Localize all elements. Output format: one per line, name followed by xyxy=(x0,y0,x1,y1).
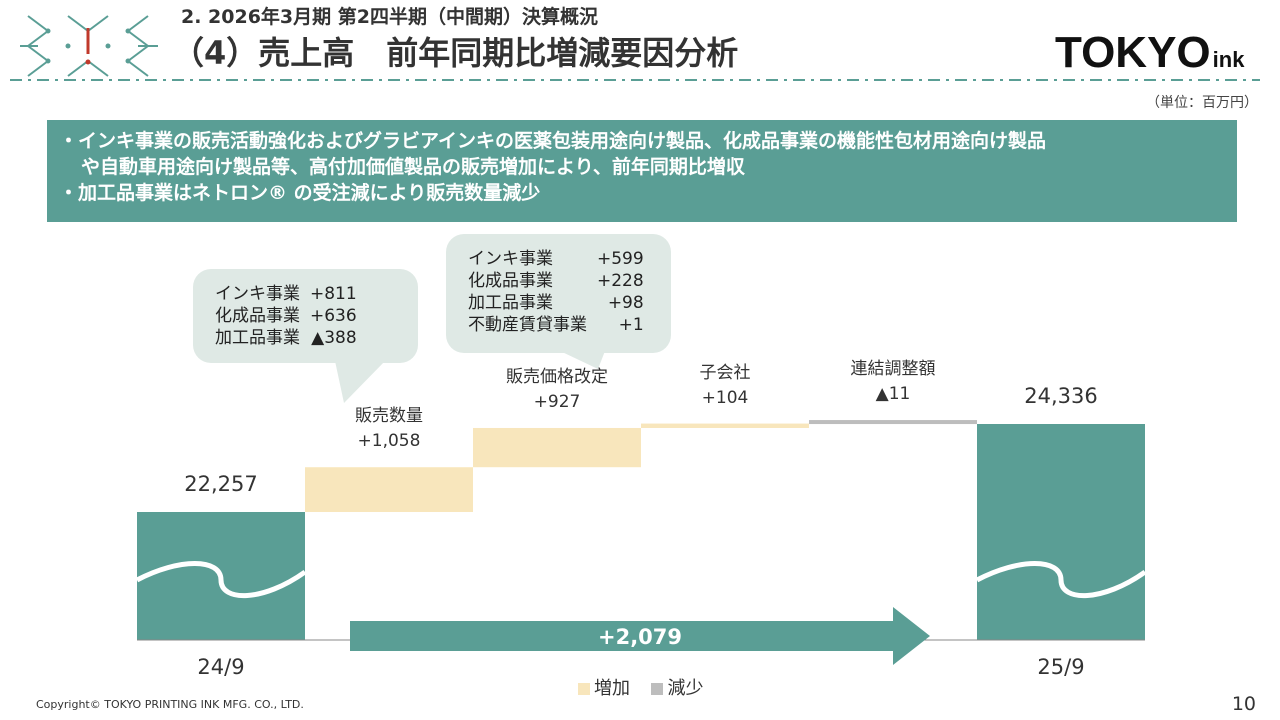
summary-line-1: ・インキ事業の販売活動強化およびグラビアインキの医薬包装用途向け製品、化成品事業… xyxy=(59,130,1047,152)
callout-segment-value: +636 xyxy=(310,306,357,326)
category-label: 子会社 xyxy=(699,362,751,383)
section-title: 2. 2026年3月期 第2四半期（中間期）決算概況 xyxy=(181,6,598,28)
brand-logo: TOKYOink xyxy=(1055,28,1244,78)
callout-segment-value: +811 xyxy=(310,284,357,304)
callout-price-tail xyxy=(560,351,605,369)
brand-main: TOKYO xyxy=(1055,28,1211,77)
callout-row: 加工品事業 ▲388 xyxy=(215,327,357,349)
legend-swatch-decrease xyxy=(651,683,664,695)
callout-segment-name: 加工品事業 xyxy=(468,293,553,313)
axis-break-wave xyxy=(135,561,307,599)
callout-segment-name: 化成品事業 xyxy=(468,271,553,291)
callout-segment-name: インキ事業 xyxy=(468,249,553,269)
callout-row: インキ事業 +599 xyxy=(468,248,644,270)
category-label: 25/9 xyxy=(1037,655,1085,679)
legend-label-increase: 増加 xyxy=(594,678,630,699)
callout-segment-name: 加工品事業 xyxy=(215,328,300,348)
bar-increase xyxy=(473,427,641,468)
unit-label: （単位：百万円） xyxy=(1146,95,1258,111)
category-label: 販売価格改定 xyxy=(506,366,608,387)
slide-title: （4）売上高 前年同期比増減要因分析 xyxy=(172,34,739,72)
callout-row: 化成品事業 +228 xyxy=(468,270,644,292)
category-label: 24/9 xyxy=(197,655,245,679)
callout-segment-value: +98 xyxy=(607,293,644,313)
callout-row: 化成品事業 +636 xyxy=(215,305,357,327)
callout-segment-value: ▲388 xyxy=(311,328,357,348)
summary-line-3: ・加工品事業はネトロン® の受注減により販売数量減少 xyxy=(59,182,541,204)
summary-box: ・インキ事業の販売活動強化およびグラビアインキの医薬包装用途向け製品、化成品事業… xyxy=(47,120,1237,222)
bar-total xyxy=(977,424,1145,640)
brand-sub: ink xyxy=(1212,47,1245,72)
summary-line-2: や自動車用途向け製品等、高付加価値製品の販売増加により、前年同期比増収 xyxy=(81,156,745,178)
total-change-label: +2,079 xyxy=(598,625,682,649)
callout-segment-name: 化成品事業 xyxy=(215,306,300,326)
axis-break-wave xyxy=(975,561,1147,599)
category-label: 販売数量 xyxy=(355,406,423,427)
header-divider xyxy=(10,79,1260,81)
callout-segment-name: 不動産賃貸事業 xyxy=(468,315,587,335)
callout-row: 加工品事業 +98 xyxy=(468,292,644,314)
page-number: 10 xyxy=(1231,693,1256,715)
legend: 増加 減少 xyxy=(578,674,703,700)
callout-segment-value: +1 xyxy=(618,315,644,335)
callout-volume-tail xyxy=(335,361,385,403)
bar-value-label: ▲11 xyxy=(875,384,911,405)
bar-increase xyxy=(305,467,473,512)
callout-row: 不動産賃貸事業 +1 xyxy=(468,314,644,336)
bar-value-label: +1,058 xyxy=(357,431,421,452)
callout-segment-name: インキ事業 xyxy=(215,284,300,304)
category-label: 連結調整額 xyxy=(850,359,936,380)
copyright: Copyright© TOKYO PRINTING INK MFG. CO., … xyxy=(36,698,304,711)
callout-segment-value: +599 xyxy=(597,249,644,269)
total-change-arrow xyxy=(350,607,930,665)
callout-volume: インキ事業 +811 化成品事業 +636 加工品事業 ▲388 xyxy=(193,269,418,363)
bar-value-label: 22,257 xyxy=(184,472,258,496)
callout-segment-value: +228 xyxy=(597,271,644,291)
legend-label-decrease: 減少 xyxy=(667,678,704,699)
logo-pattern-icon xyxy=(20,15,158,77)
callout-price: インキ事業 +599 化成品事業 +228 加工品事業 +98 不動産賃貸事業 +1 xyxy=(446,234,671,353)
bar-value-label: +927 xyxy=(533,391,581,412)
legend-swatch-increase xyxy=(578,683,590,695)
callout-row: インキ事業 +811 xyxy=(215,283,357,305)
bar-decrease xyxy=(809,420,977,425)
bar-value-label: +104 xyxy=(701,387,749,408)
bar-value-label: 24,336 xyxy=(1024,384,1098,408)
bar-increase xyxy=(641,423,809,428)
